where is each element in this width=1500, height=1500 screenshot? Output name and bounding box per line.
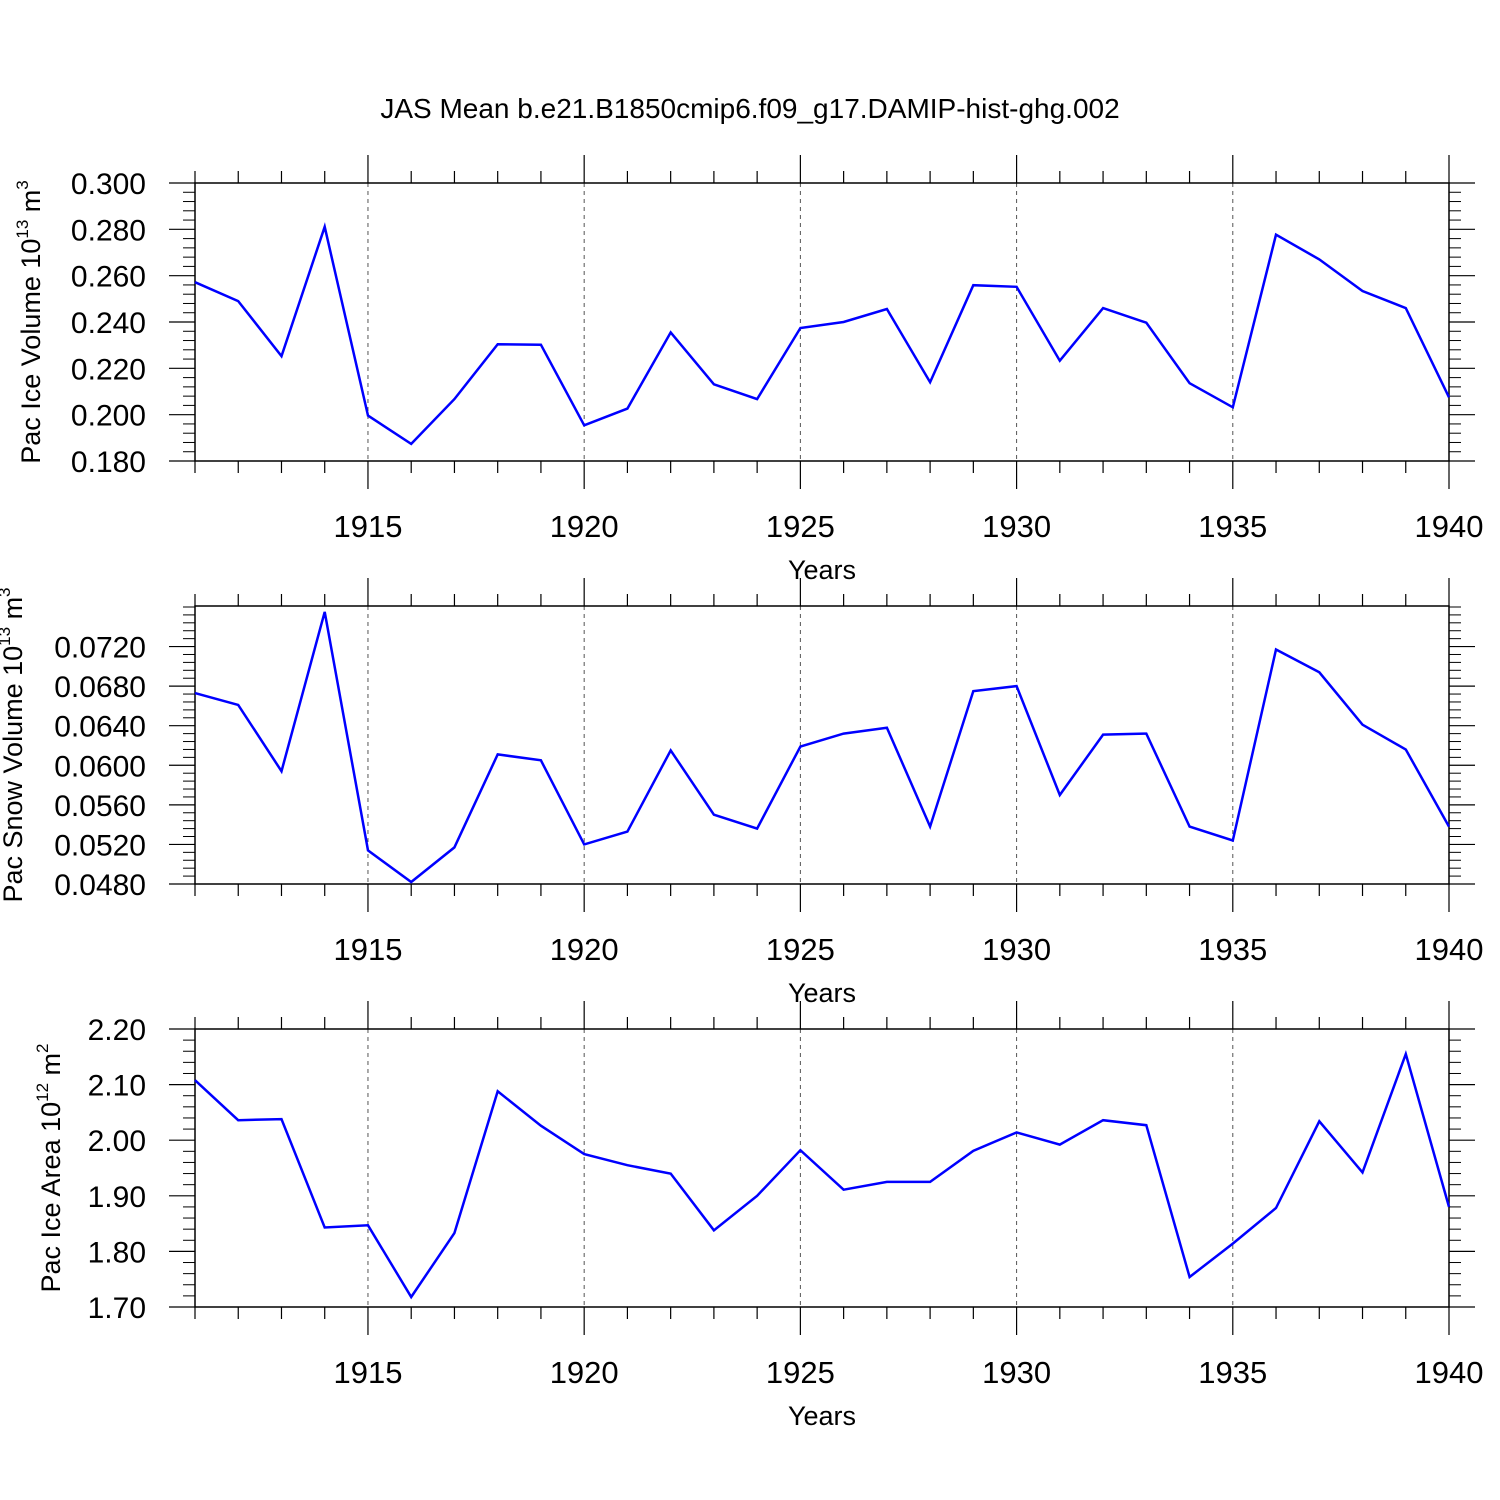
x-tick-label: 1925: [766, 932, 835, 967]
series-line: [194, 222, 1451, 446]
y-tick-label: 0.300: [71, 168, 146, 201]
plot-frame: [194, 1028, 1450, 1308]
y-axis-label: Pac Ice Volume 1013 m3: [13, 180, 46, 464]
y-label-unit-exponent: 3: [13, 180, 32, 189]
y-tick-label: 0.180: [71, 446, 146, 479]
y-tick-label: 0.220: [71, 353, 146, 386]
x-tick-label: 1930: [982, 932, 1051, 967]
x-tick-label: 1930: [982, 509, 1051, 544]
panel-ice-area: 1.70 1.80 1.90 2.00 2.10 2.20 1915 1920 1925 1930…: [33, 1001, 1483, 1431]
y-tick-label: 0.240: [71, 307, 146, 340]
y-label-unit: m: [0, 597, 28, 627]
x-tick-label: 1935: [1198, 1355, 1267, 1390]
y-label-exponent: 13: [13, 220, 32, 239]
x-tick-label: 1940: [1415, 932, 1484, 967]
y-tick-label: 0.0560: [54, 790, 146, 823]
y-tick-label: 2.10: [88, 1070, 146, 1103]
y-tick-label: 0.0480: [54, 869, 146, 902]
x-tick-label: 1915: [333, 509, 402, 544]
y-tick-label: 0.0680: [54, 671, 146, 704]
y-tick-label: 0.0520: [54, 829, 146, 862]
x-tick-label: 1920: [550, 932, 619, 967]
y-tick-label: 1.70: [88, 1292, 146, 1325]
y-tick-label: 0.200: [71, 400, 146, 433]
y-tick-label: 0.260: [71, 261, 146, 294]
x-tick-label: 1935: [1198, 932, 1267, 967]
y-label-main: Pac Ice Area 10: [36, 1102, 66, 1293]
y-axis-label: Pac Snow Volume 1013 m3: [0, 587, 28, 902]
y-tick-label: 0.0640: [54, 711, 146, 744]
x-tick-label: 1915: [333, 1355, 402, 1390]
panel-snow-volume: 0.0480 0.0520 0.0560 0.0600 0.0640 0.0680 0.07…: [0, 578, 1483, 1008]
y-label-main: Pac Ice Volume 10: [16, 239, 46, 464]
x-tick-label: 1925: [766, 509, 835, 544]
x-tick-label: 1920: [550, 1355, 619, 1390]
y-tick-label: 1.90: [88, 1181, 146, 1214]
series-line: [194, 1049, 1451, 1300]
plot-frame: [194, 605, 1450, 885]
x-tick-label: 1920: [550, 509, 619, 544]
y-label-main: Pac Snow Volume 10: [0, 646, 28, 903]
panel-ice-volume: 0.180 0.200 0.220 0.240 0.260 0.280 0.300 1915 1…: [13, 155, 1483, 585]
y-label-unit: m: [36, 1053, 66, 1083]
y-axis-label: Pac Ice Area 1012 m2: [33, 1043, 66, 1292]
x-tick-label: 1940: [1415, 1355, 1484, 1390]
y-label-exponent: 13: [0, 627, 14, 646]
y-tick-label: 0.0720: [54, 632, 146, 665]
x-axis-label: Years: [788, 555, 856, 585]
x-tick-label: 1935: [1198, 509, 1267, 544]
series-line: [194, 611, 1451, 884]
y-tick-label: 0.0600: [54, 750, 146, 783]
y-label-unit-exponent: 2: [33, 1043, 52, 1052]
y-label-unit-exponent: 3: [0, 587, 14, 596]
plot-frame: [194, 182, 1450, 462]
y-tick-label: 1.80: [88, 1236, 146, 1269]
y-label-exponent: 12: [33, 1083, 52, 1102]
chart-title: JAS Mean b.e21.B1850cmip6.f09_g17.DAMIP-…: [380, 93, 1119, 124]
y-tick-label: 2.20: [88, 1014, 146, 1047]
y-tick-label: 0.280: [71, 214, 146, 247]
x-axis-label: Years: [788, 1401, 856, 1431]
y-label-unit: m: [16, 190, 46, 220]
x-axis-label: Years: [788, 978, 856, 1008]
y-tick-label: 2.00: [88, 1125, 146, 1158]
x-tick-label: 1915: [333, 932, 402, 967]
x-tick-label: 1925: [766, 1355, 835, 1390]
x-tick-label: 1940: [1415, 509, 1484, 544]
x-tick-label: 1930: [982, 1355, 1051, 1390]
